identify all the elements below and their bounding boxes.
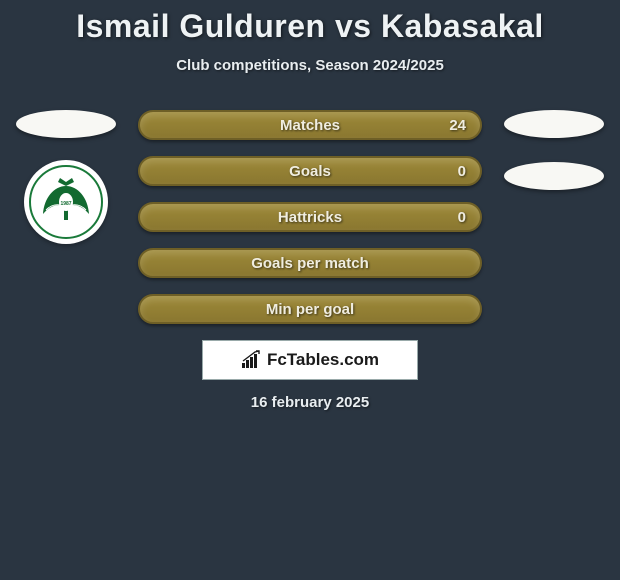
footer: FcTables.com 16 february 2025 — [0, 340, 620, 411]
infographic-container: Ismail Gulduren vs Kabasakal Club compet… — [0, 0, 620, 580]
stat-value: 0 — [458, 163, 466, 180]
subtitle: Club competitions, Season 2024/2025 — [0, 57, 620, 74]
stat-bar-min-per-goal: Min per goal — [138, 294, 482, 324]
page-title: Ismail Gulduren vs Kabasakal — [0, 8, 620, 45]
stat-label: Goals per match — [251, 255, 369, 272]
stat-label: Min per goal — [266, 301, 354, 318]
site-badge: FcTables.com — [202, 340, 418, 380]
stat-label: Hattricks — [278, 209, 342, 226]
club-logo: 1987 — [24, 160, 108, 244]
stat-bar-hattricks: Hattricks 0 — [138, 202, 482, 232]
chart-icon — [241, 350, 261, 370]
stat-value: 0 — [458, 209, 466, 226]
stat-bar-matches: Matches 24 — [138, 110, 482, 140]
player-photo-placeholder — [504, 110, 604, 138]
club-logo-inner: 1987 — [29, 165, 103, 239]
club-logo-placeholder — [504, 162, 604, 190]
left-column: 1987 — [14, 110, 118, 324]
stat-bar-goals: Goals 0 — [138, 156, 482, 186]
stat-label: Matches — [280, 117, 340, 134]
right-column — [502, 110, 606, 324]
date-text: 16 february 2025 — [251, 394, 369, 411]
bars-column: Matches 24 Goals 0 Hattricks 0 Goals per… — [138, 110, 482, 324]
stat-label: Goals — [289, 163, 331, 180]
stats-area: 1987 Matches 24 Goals 0 — [0, 110, 620, 324]
eagle-icon: 1987 — [36, 176, 96, 228]
stat-value: 24 — [449, 117, 466, 134]
player-photo-placeholder — [16, 110, 116, 138]
logo-year: 1987 — [60, 201, 71, 207]
stat-bar-goals-per-match: Goals per match — [138, 248, 482, 278]
site-name: FcTables.com — [267, 350, 379, 370]
